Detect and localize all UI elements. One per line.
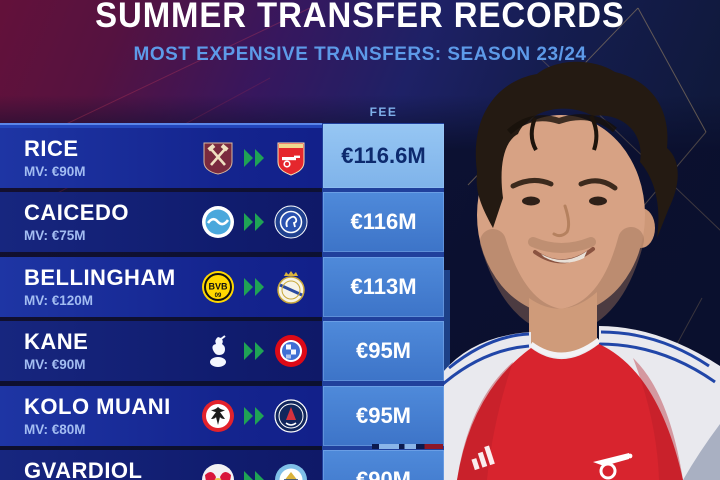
fee-column-header: FEE (369, 105, 398, 119)
table-row: BELLINGHAM MV: €120M BVB 09 €113M (0, 257, 444, 317)
transfer-arrow-icon (241, 147, 269, 169)
player-name: BELLINGHAM (24, 265, 176, 290)
psg-badge-icon (273, 398, 309, 434)
svg-text:BVB: BVB (208, 282, 228, 292)
table-top-border (0, 123, 324, 129)
player-name: GVARDIOL (24, 458, 143, 480)
transfer-arrow-icon (241, 276, 269, 298)
table-row: RICE MV: €90M €116.6M (0, 124, 444, 188)
real-madrid-badge-icon (273, 269, 309, 305)
transfer-arrow-icon (241, 340, 269, 362)
tottenham-badge-icon (200, 333, 236, 369)
dortmund-badge-icon: BVB 09 (200, 269, 236, 305)
page-subtitle: MOST EXPENSIVE TRANSFERS: SEASON 23/24 (133, 44, 587, 65)
arsenal-badge-icon (273, 140, 309, 176)
page-title: SUMMER TRANSFER RECORDS (95, 0, 625, 35)
market-value: MV: €75M (24, 228, 86, 243)
table-row: KOLO MUANI MV: €80M €95M (0, 386, 444, 446)
transfer-arrow-icon (241, 405, 269, 427)
table-row: GVARDIOL €90M (0, 450, 444, 480)
market-value: MV: €80M (24, 422, 86, 437)
brighton-badge-icon (200, 204, 236, 240)
player-name: RICE (24, 136, 79, 161)
rb-leipzig-badge-icon (200, 462, 236, 480)
arsenal-cannon (593, 453, 633, 480)
svg-text:09: 09 (215, 293, 222, 299)
player-name: KOLO MUANI (24, 394, 171, 419)
man-city-badge-icon (273, 462, 309, 480)
table-row: KANE MV: €90M €95M (0, 321, 444, 381)
chelsea-badge-icon (273, 204, 309, 240)
west-ham-badge-icon (200, 140, 236, 176)
fee-value: €116.6M (323, 124, 444, 188)
market-value: MV: €120M (24, 293, 94, 308)
transfer-arrow-icon (241, 469, 269, 480)
player-name: CAICEDO (24, 200, 129, 225)
market-value: MV: €90M (24, 164, 86, 179)
market-value: MV: €90M (24, 357, 86, 372)
player-name: KANE (24, 329, 89, 354)
fee-value: €113M (323, 257, 444, 317)
bayern-badge-icon (273, 333, 309, 369)
fee-value: €116M (323, 192, 444, 252)
fee-value: €95M (323, 386, 444, 446)
adidas-logo (471, 445, 495, 471)
transfer-arrow-icon (241, 211, 269, 233)
table-row: CAICEDO MV: €75M €116M (0, 192, 444, 252)
fee-value: €95M (323, 321, 444, 381)
fee-value: €90M (323, 450, 444, 480)
player-photo (442, 0, 720, 480)
photo-fragment-strip (372, 444, 443, 449)
eintracht-badge-icon (200, 398, 236, 434)
